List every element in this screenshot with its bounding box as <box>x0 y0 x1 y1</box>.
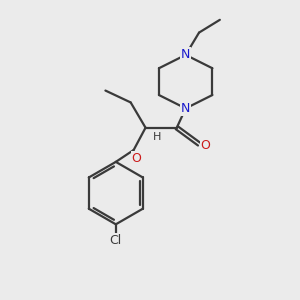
Text: O: O <box>201 139 211 152</box>
Text: N: N <box>181 48 190 62</box>
Text: Cl: Cl <box>110 234 122 247</box>
Text: N: N <box>181 102 190 115</box>
Text: O: O <box>132 152 142 165</box>
Text: H: H <box>153 132 161 142</box>
